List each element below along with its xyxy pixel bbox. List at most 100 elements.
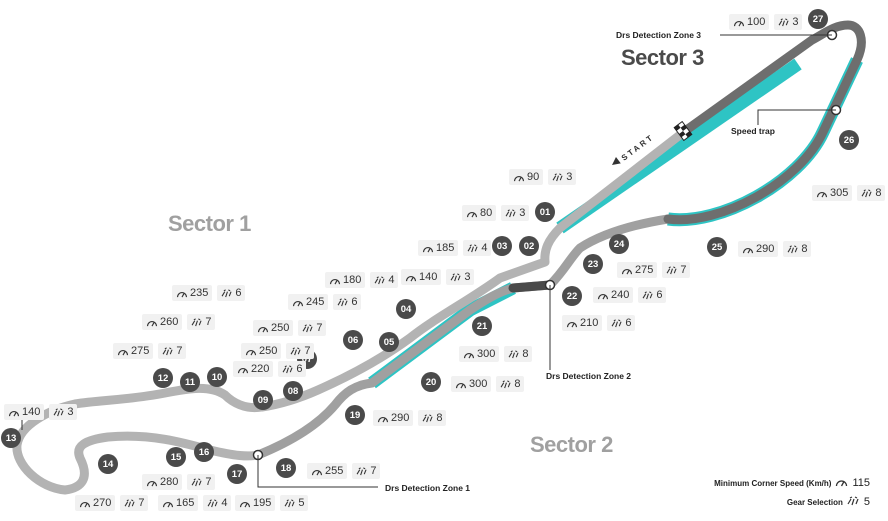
min-speed-value: 240	[611, 289, 630, 301]
turn-marker-25: 25	[707, 237, 727, 257]
gear-value: 8	[436, 412, 443, 424]
min-speed-value: 280	[160, 476, 179, 488]
gear-value: 3	[67, 406, 74, 418]
gear-shift-icon	[666, 265, 677, 274]
min-speed-badge: 140	[4, 404, 45, 420]
min-speed-badge: 275	[617, 262, 658, 278]
gear-shift-icon	[611, 318, 622, 327]
min-speed-value: 140	[22, 406, 41, 418]
gear-badge: 7	[662, 262, 691, 278]
gear-shift-icon	[284, 498, 295, 507]
gear-badge: 6	[638, 287, 667, 303]
gear-value: 4	[221, 497, 228, 509]
gear-value: 7	[304, 345, 311, 357]
legend-gear-label: Gear Selection	[786, 497, 843, 507]
gear-value: 7	[205, 476, 212, 488]
gear-value: 8	[875, 187, 882, 199]
min-speed-value: 250	[271, 322, 290, 334]
min-speed-value: 245	[306, 296, 325, 308]
min-speed-badge: 195	[235, 495, 276, 511]
min-speed-badge: 140	[401, 269, 442, 285]
min-speed-badge: 250	[253, 320, 294, 336]
corner-info-22: 210 6	[562, 315, 636, 331]
corner-info-15: 280 7	[142, 474, 216, 490]
gear-shift-icon	[282, 364, 293, 373]
corner-info-05: 180 4	[325, 272, 399, 288]
speedometer-icon	[597, 293, 609, 299]
corner-info-20: 300 8	[451, 376, 525, 392]
gear-badge: 6	[278, 361, 307, 377]
speedometer-icon	[463, 352, 475, 358]
gear-value: 8	[514, 378, 521, 390]
min-speed-badge: 305	[812, 185, 853, 201]
drs-detection-zone-2-label: Drs Detection Zone 2	[546, 371, 632, 381]
gear-badge: 3	[446, 269, 475, 285]
turn-marker-27: 27	[808, 9, 828, 29]
speedometer-icon	[466, 211, 478, 217]
gear-shift-icon	[191, 477, 202, 486]
start-finish-flag	[673, 120, 693, 142]
speedometer-icon	[239, 501, 251, 507]
min-speed-value: 275	[635, 264, 654, 276]
min-speed-badge: 80	[462, 205, 497, 221]
min-speed-badge: 180	[325, 272, 366, 288]
corner-info-14: 270 7	[75, 495, 149, 511]
corner-info-12: 275 7	[113, 343, 187, 359]
gear-value: 3	[519, 207, 526, 219]
gear-shift-icon	[552, 172, 563, 181]
turn-marker-01: 01	[535, 202, 555, 222]
turn-marker-17: 17	[227, 464, 247, 484]
gear-shift-icon	[642, 290, 653, 299]
speedometer-icon	[329, 278, 341, 284]
turn-marker-19: 19	[345, 405, 365, 425]
speedometer-icon	[835, 477, 848, 489]
legend-min-speed-label: Minimum Corner Speed (Km/h)	[714, 478, 832, 488]
gear-badge: 7	[298, 320, 327, 336]
speedometer-icon	[146, 320, 158, 326]
gear-shift-icon	[422, 413, 433, 422]
gear-value: 7	[370, 465, 377, 477]
gear-shift-icon	[162, 346, 173, 355]
turn-marker-08: 08	[283, 381, 303, 401]
turn-marker-05: 05	[379, 332, 399, 352]
speedometer-icon	[816, 191, 828, 197]
gear-value: 5	[298, 497, 305, 509]
track-sector1	[12, 126, 690, 495]
drs-detection-zone-3-label: Drs Detection Zone 3	[616, 30, 702, 40]
speedometer-icon	[245, 349, 257, 355]
min-speed-value: 290	[391, 412, 410, 424]
gear-value: 8	[801, 243, 808, 255]
gear-shift-icon	[221, 288, 232, 297]
min-speed-value: 100	[747, 16, 766, 28]
gear-shift-icon	[500, 379, 511, 388]
gear-badge: 7	[158, 343, 187, 359]
min-speed-badge: 300	[459, 346, 500, 362]
gear-value: 6	[625, 317, 632, 329]
gear-shift-icon	[207, 498, 218, 507]
min-speed-value: 235	[190, 287, 209, 299]
sector-1-label: Sector 1	[168, 211, 251, 236]
speedometer-icon	[117, 349, 129, 355]
corner-info-23: 240 6	[593, 287, 667, 303]
min-speed-badge: 220	[233, 361, 274, 377]
gear-value: 7	[680, 264, 687, 276]
gear-badge: 3	[548, 169, 577, 185]
gear-value: 8	[522, 348, 529, 360]
leader-lines	[21, 34, 836, 488]
gear-value: 7	[138, 497, 145, 509]
gear-badge: 8	[504, 346, 533, 362]
corner-info-11: 260 7	[142, 314, 216, 330]
track-sector3	[663, 20, 866, 225]
gear-shift-icon	[191, 317, 202, 326]
drs-detection-2-segment	[508, 280, 555, 293]
speedometer-icon	[621, 268, 633, 274]
turn-marker-14: 14	[98, 454, 118, 474]
min-speed-badge: 280	[142, 474, 183, 490]
min-speed-value: 195	[253, 497, 272, 509]
min-speed-value: 180	[343, 274, 362, 286]
gear-badge: 7	[120, 495, 149, 511]
speedometer-icon	[311, 469, 323, 475]
min-speed-badge: 245	[288, 294, 329, 310]
corner-info-02: 80 3	[462, 205, 530, 221]
gear-badge: 8	[496, 376, 525, 392]
